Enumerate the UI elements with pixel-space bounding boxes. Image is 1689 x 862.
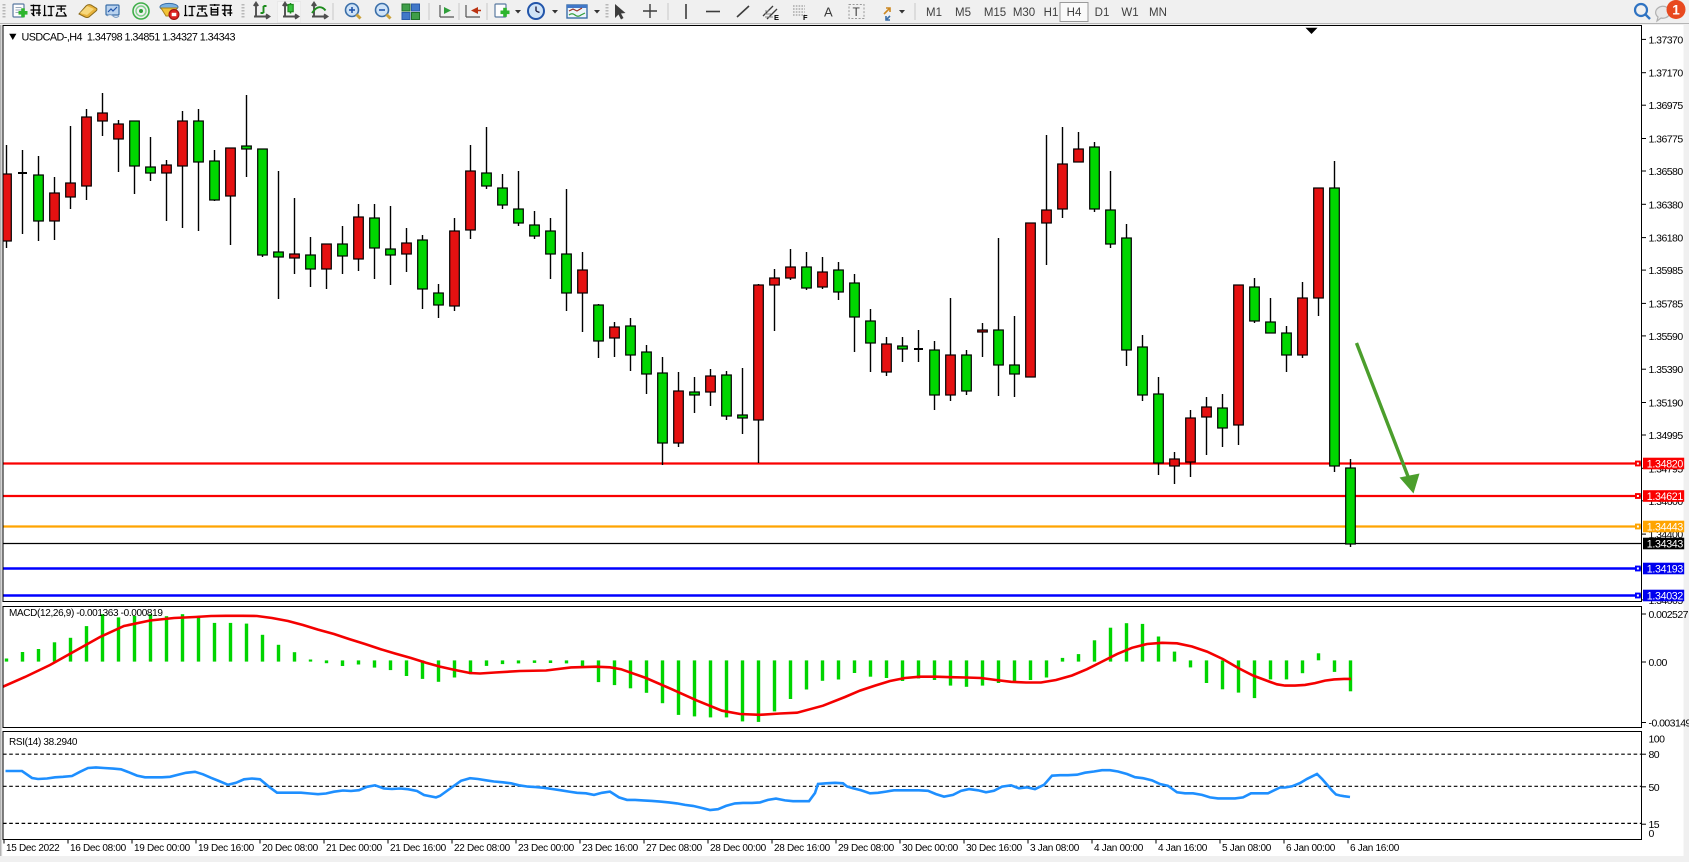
svg-text:1.36775: 1.36775 bbox=[1649, 134, 1684, 146]
svg-text:E: E bbox=[774, 13, 779, 22]
svg-text:M1: M1 bbox=[926, 7, 942, 19]
svg-text:3 Jan 08:00: 3 Jan 08:00 bbox=[1030, 843, 1080, 854]
svg-text:F: F bbox=[803, 13, 808, 22]
svg-text:0.00: 0.00 bbox=[1649, 657, 1668, 669]
svg-text:15: 15 bbox=[1649, 819, 1660, 831]
svg-text:6 Jan 00:00: 6 Jan 00:00 bbox=[1286, 843, 1336, 854]
svg-text:1.34820: 1.34820 bbox=[1647, 459, 1684, 471]
svg-text:4 Jan 16:00: 4 Jan 16:00 bbox=[1158, 843, 1208, 854]
svg-text:1.34995: 1.34995 bbox=[1649, 430, 1684, 442]
svg-text:1: 1 bbox=[1672, 3, 1680, 18]
svg-text:6 Jan 16:00: 6 Jan 16:00 bbox=[1350, 843, 1400, 854]
svg-text:USDCAD-,H4 1.34798 1.34851 1.: USDCAD-,H4 1.34798 1.34851 1.34327 1.343… bbox=[22, 32, 236, 44]
svg-text:-0.003149: -0.003149 bbox=[1649, 718, 1689, 730]
svg-text:MN: MN bbox=[1149, 7, 1167, 19]
svg-text:16 Dec 08:00: 16 Dec 08:00 bbox=[70, 843, 127, 854]
svg-text:D1: D1 bbox=[1095, 7, 1110, 19]
svg-text:M5: M5 bbox=[955, 7, 971, 19]
svg-text:RSI(14) 38.2940: RSI(14) 38.2940 bbox=[9, 737, 78, 748]
svg-text:1.36975: 1.36975 bbox=[1649, 100, 1684, 112]
svg-text:H4: H4 bbox=[1067, 7, 1082, 19]
svg-text:1.36180: 1.36180 bbox=[1649, 233, 1684, 245]
svg-text:0: 0 bbox=[1649, 828, 1655, 840]
svg-text:20 Dec 08:00: 20 Dec 08:00 bbox=[262, 843, 319, 854]
svg-text:29 Dec 08:00: 29 Dec 08:00 bbox=[838, 843, 895, 854]
svg-text:1.35985: 1.35985 bbox=[1649, 265, 1684, 277]
svg-text:1.34443: 1.34443 bbox=[1647, 522, 1684, 534]
svg-text:30 Dec 00:00: 30 Dec 00:00 bbox=[902, 843, 959, 854]
svg-text:1.37370: 1.37370 bbox=[1649, 34, 1684, 46]
svg-text:1.35590: 1.35590 bbox=[1649, 331, 1684, 343]
svg-text:1.35190: 1.35190 bbox=[1649, 398, 1684, 410]
svg-text:50: 50 bbox=[1649, 782, 1660, 794]
svg-text:1.35785: 1.35785 bbox=[1649, 298, 1684, 310]
svg-text:1.34621: 1.34621 bbox=[1647, 491, 1684, 503]
svg-text:MACD(12,26,9) -0.001363 -0.000: MACD(12,26,9) -0.001363 -0.000819 bbox=[9, 608, 163, 619]
svg-text:1.34193: 1.34193 bbox=[1647, 564, 1684, 576]
svg-text:1.35390: 1.35390 bbox=[1649, 364, 1684, 376]
svg-text:28 Dec 16:00: 28 Dec 16:00 bbox=[774, 843, 831, 854]
svg-text:1.34343: 1.34343 bbox=[1647, 539, 1684, 551]
svg-text:21 Dec 16:00: 21 Dec 16:00 bbox=[390, 843, 447, 854]
svg-text:M30: M30 bbox=[1013, 7, 1035, 19]
svg-text:19 Dec 00:00: 19 Dec 00:00 bbox=[134, 843, 191, 854]
svg-text:1.36580: 1.36580 bbox=[1649, 166, 1684, 178]
svg-text:28 Dec 00:00: 28 Dec 00:00 bbox=[710, 843, 767, 854]
svg-text:19 Dec 16:00: 19 Dec 16:00 bbox=[198, 843, 255, 854]
svg-text:M15: M15 bbox=[984, 7, 1006, 19]
svg-text:22 Dec 08:00: 22 Dec 08:00 bbox=[454, 843, 511, 854]
svg-text:23 Dec 16:00: 23 Dec 16:00 bbox=[582, 843, 639, 854]
svg-text:80: 80 bbox=[1649, 749, 1660, 761]
svg-text:1.34032: 1.34032 bbox=[1647, 591, 1684, 603]
svg-text:21 Dec 00:00: 21 Dec 00:00 bbox=[326, 843, 383, 854]
svg-text:1.37170: 1.37170 bbox=[1649, 68, 1684, 80]
svg-text:23 Dec 00:00: 23 Dec 00:00 bbox=[518, 843, 575, 854]
svg-text:5 Jan 08:00: 5 Jan 08:00 bbox=[1222, 843, 1272, 854]
svg-text:100: 100 bbox=[1649, 734, 1666, 746]
svg-text:0.002527: 0.002527 bbox=[1649, 609, 1689, 621]
svg-text:1.36380: 1.36380 bbox=[1649, 199, 1684, 211]
svg-text:27 Dec 08:00: 27 Dec 08:00 bbox=[646, 843, 703, 854]
svg-text:4 Jan 00:00: 4 Jan 00:00 bbox=[1094, 843, 1144, 854]
svg-text:A: A bbox=[824, 5, 833, 20]
svg-text:15 Dec 2022: 15 Dec 2022 bbox=[6, 843, 60, 854]
svg-text:W1: W1 bbox=[1121, 7, 1138, 19]
svg-text:T: T bbox=[853, 5, 861, 19]
svg-text:H1: H1 bbox=[1044, 7, 1059, 19]
svg-text:30 Dec 16:00: 30 Dec 16:00 bbox=[966, 843, 1023, 854]
